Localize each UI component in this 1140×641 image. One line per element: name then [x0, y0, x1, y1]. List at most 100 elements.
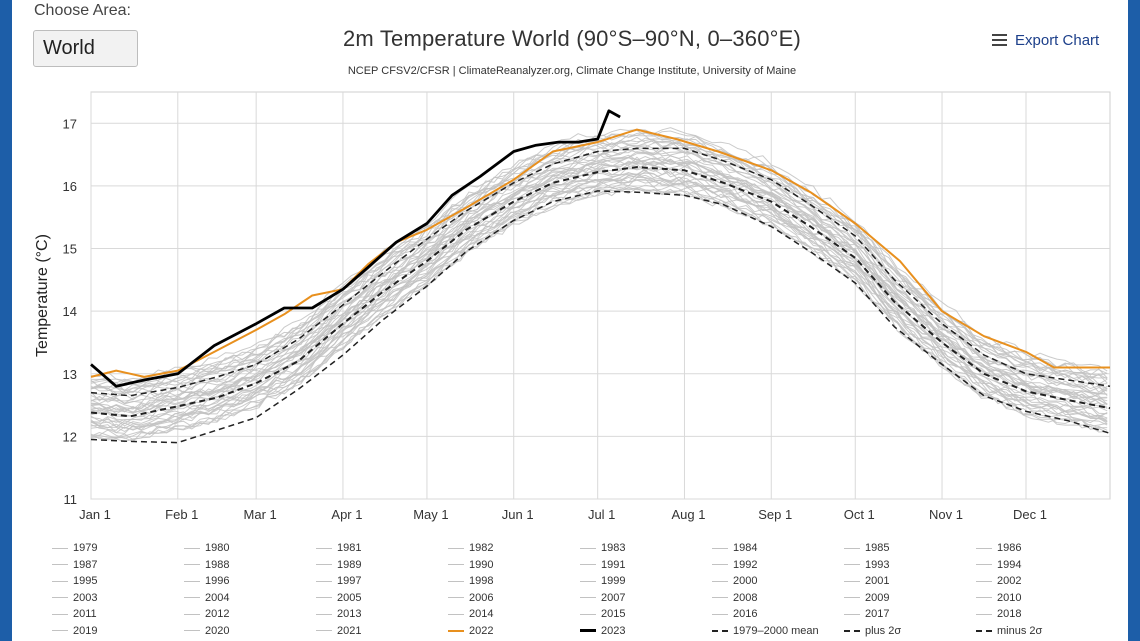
legend-item[interactable]: 1988 [184, 557, 229, 573]
legend-swatch [184, 630, 200, 631]
legend-item[interactable]: 1993 [844, 557, 889, 573]
legend-swatch [316, 547, 332, 549]
choose-area-label: Choose Area: [34, 2, 131, 19]
legend-item[interactable]: 2002 [976, 573, 1021, 589]
legend-item[interactable]: 2000 [712, 573, 757, 589]
legend-item[interactable]: 2010 [976, 590, 1021, 606]
legend-swatch [976, 597, 992, 598]
legend-label: 1984 [733, 542, 758, 554]
legend-swatch [712, 597, 728, 598]
legend-item[interactable]: 1981 [316, 540, 361, 556]
legend-swatch [184, 564, 200, 565]
legend-swatch [580, 564, 596, 565]
y-tick-label: 17 [63, 116, 77, 131]
legend-swatch [316, 597, 332, 598]
legend-item[interactable]: 1990 [448, 557, 493, 573]
export-chart-button[interactable]: Export Chart [992, 30, 1099, 50]
legend-item[interactable]: 1996 [184, 573, 229, 589]
legend-item[interactable]: 2001 [844, 573, 889, 589]
legend-item[interactable]: 2017 [844, 606, 889, 622]
x-tick-label: Feb 1 [165, 507, 198, 522]
legend-item[interactable]: 2014 [448, 606, 493, 622]
legend-item[interactable]: 2022 [448, 623, 493, 639]
legend-item[interactable]: plus 2σ [844, 623, 901, 639]
x-tick-label: Aug 1 [671, 507, 705, 522]
legend-item[interactable]: 1979 [52, 540, 97, 556]
chart-title: 2m Temperature World (90°S–90°N, 0–360°E… [342, 26, 802, 51]
legend-label: 2020 [205, 624, 230, 637]
legend-item[interactable]: 2011 [52, 606, 97, 622]
y-tick-label: 15 [63, 242, 77, 257]
legend-item[interactable]: 1998 [448, 573, 493, 589]
legend-item[interactable]: 2015 [580, 606, 625, 622]
legend-item[interactable]: 1992 [712, 557, 757, 573]
legend-item[interactable]: 2018 [976, 606, 1021, 622]
legend-item[interactable]: 2016 [712, 606, 757, 622]
legend-item[interactable]: 1997 [316, 573, 361, 589]
legend-label: 2004 [205, 591, 230, 604]
export-chart-label: Export Chart [1015, 31, 1100, 49]
legend-swatch [976, 580, 992, 582]
legend-swatch [580, 613, 596, 615]
legend-item[interactable]: 1999 [580, 573, 625, 589]
legend-item[interactable]: 1980 [184, 540, 229, 556]
background-year-line [90, 184, 1108, 439]
y-tick-label: 14 [63, 304, 77, 319]
legend-item[interactable]: 2008 [712, 590, 757, 606]
y-tick-label: 13 [63, 367, 77, 382]
legend-label: 2011 [73, 608, 97, 620]
legend-item[interactable]: 2003 [52, 590, 97, 606]
legend-item[interactable]: 1987 [52, 557, 97, 573]
background-year-line [90, 152, 1108, 409]
legend-swatch [712, 629, 728, 632]
legend-label: 1994 [997, 558, 1022, 571]
legend-item[interactable]: 2013 [316, 606, 361, 622]
legend-swatch [184, 547, 200, 549]
legend-label: 2007 [601, 591, 626, 604]
legend-item[interactable]: 1984 [712, 540, 757, 556]
background-year-line [90, 154, 1108, 410]
legend-item[interactable]: 1995 [52, 573, 97, 589]
legend-item[interactable]: 2019 [52, 623, 97, 639]
legend-item[interactable]: 2021 [316, 623, 361, 639]
left-frame [0, 0, 12, 641]
legend-item[interactable]: 2007 [580, 590, 625, 606]
legend-swatch [448, 613, 464, 615]
legend-swatch [712, 613, 728, 615]
legend-label: 1985 [865, 542, 890, 554]
legend-item[interactable]: 2005 [316, 590, 361, 606]
legend-label: 2001 [865, 575, 890, 587]
legend-swatch [844, 597, 860, 598]
background-year-line [90, 142, 1108, 398]
legend-item[interactable]: 2020 [184, 623, 229, 639]
legend-item[interactable]: 1979–2000 mean [712, 623, 819, 639]
legend-item[interactable]: 1983 [580, 540, 625, 556]
legend-item[interactable]: 1991 [580, 557, 625, 573]
y-tick-label: 12 [63, 429, 77, 444]
plot-area [90, 91, 1111, 500]
legend-label: 2022 [469, 624, 494, 637]
legend-item[interactable]: 2012 [184, 606, 229, 622]
legend-item[interactable]: 1985 [844, 540, 889, 556]
legend-item[interactable]: 2006 [448, 590, 493, 606]
legend-item[interactable]: 2023 [580, 623, 625, 639]
hamburger-menu-icon [992, 34, 1007, 46]
chart-plot: 11 12 13 14 15 16 17 Jan 1 Feb 1 Mar 1 Apr 1 May 1 J… [34, 91, 1111, 522]
legend-item[interactable]: 2004 [184, 590, 229, 606]
legend-swatch [52, 613, 68, 615]
legend-swatch [52, 547, 68, 549]
legend-item[interactable]: 1986 [976, 540, 1021, 556]
legend-swatch [712, 547, 728, 549]
legend-swatch [712, 564, 728, 565]
legend-item[interactable]: 1982 [448, 540, 493, 556]
legend-label: minus 2σ [997, 624, 1043, 637]
legend-item[interactable]: 1989 [316, 557, 361, 573]
legend-swatch [52, 564, 68, 565]
legend-item[interactable]: 2009 [844, 590, 889, 606]
area-select[interactable]: World [33, 30, 138, 67]
legend-item[interactable]: 1994 [976, 557, 1021, 573]
legend-swatch [844, 580, 860, 582]
legend-label: 1982 [469, 542, 494, 554]
legend-item[interactable]: minus 2σ [976, 623, 1042, 639]
legend-label: 2014 [469, 608, 494, 620]
